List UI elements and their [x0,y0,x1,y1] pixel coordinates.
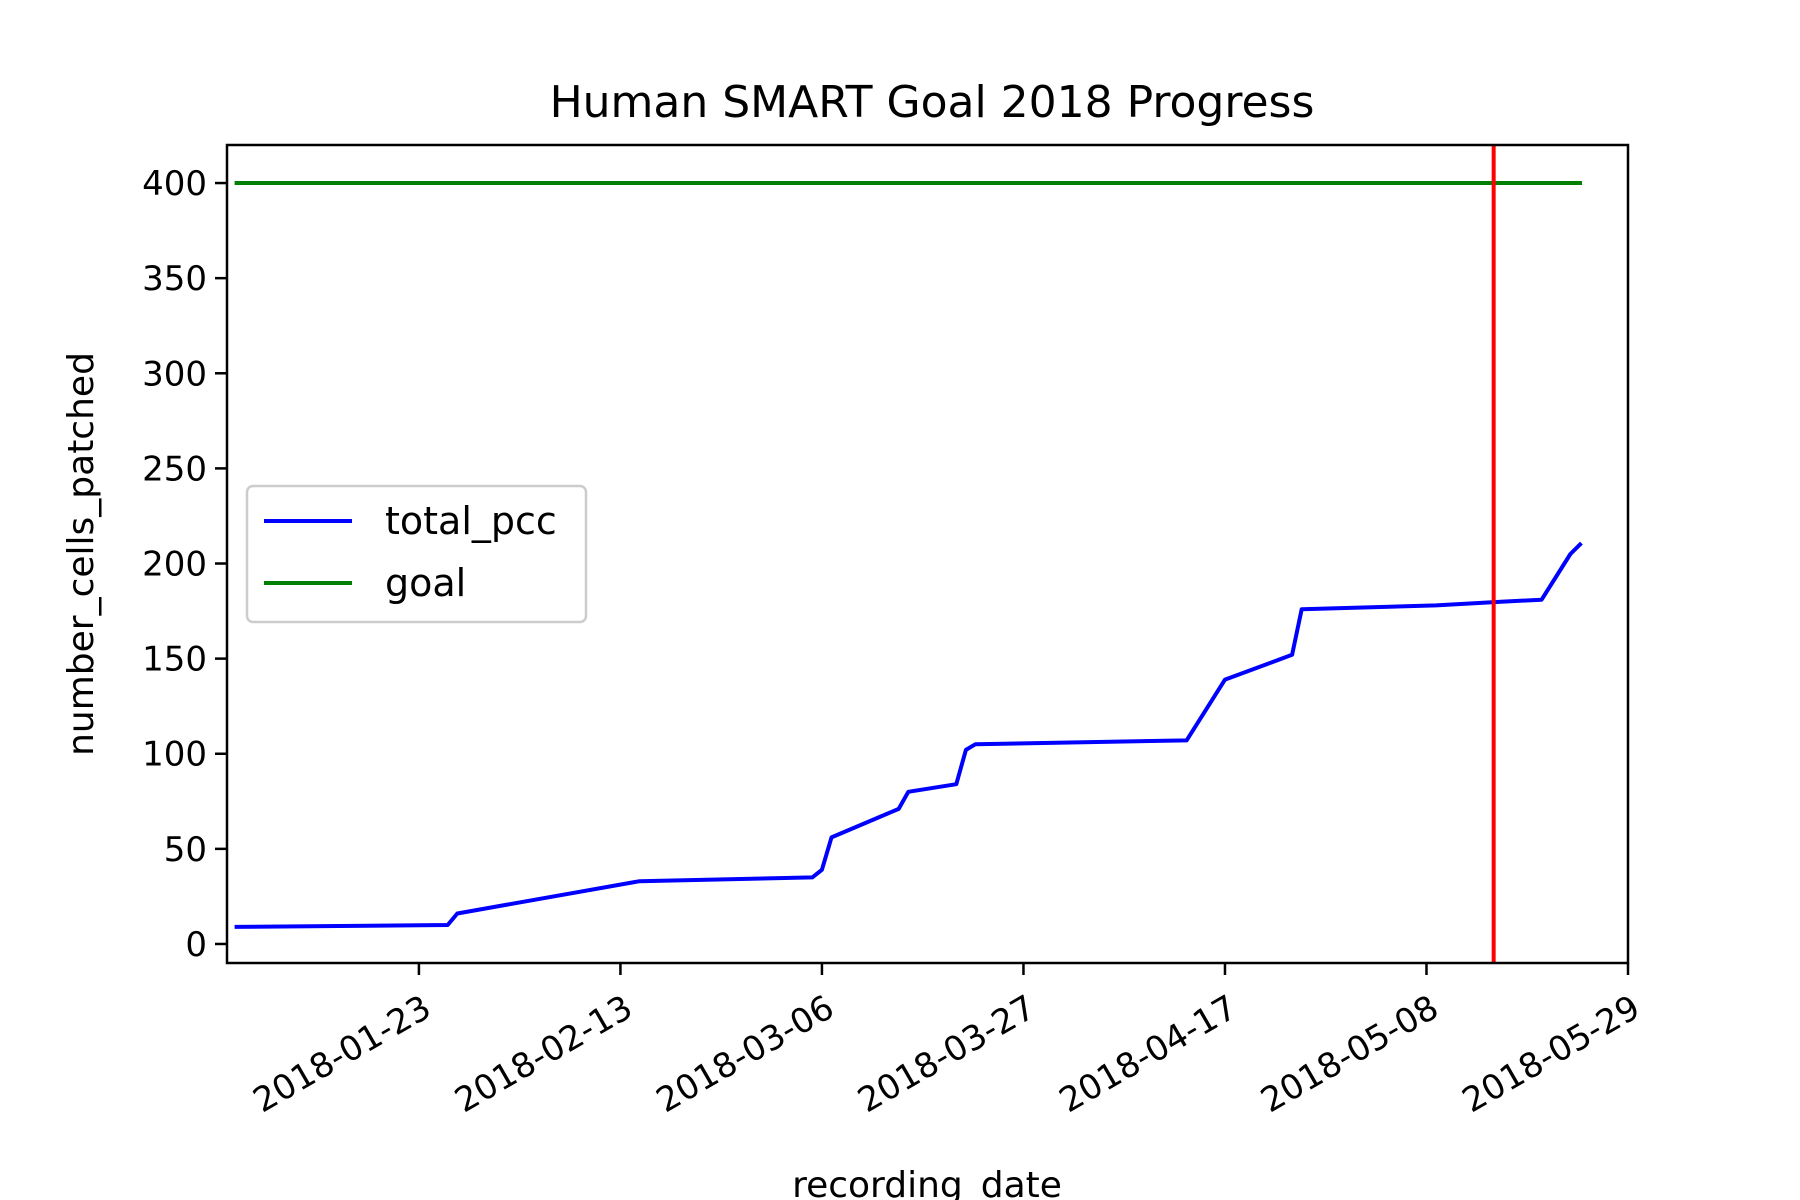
y-tick-label: 300 [142,354,207,394]
x-tick-label: 2018-05-29 [1456,988,1647,1121]
x-tick-label: 2018-01-23 [247,988,438,1121]
y-axis-label: number_cells_patched [61,352,102,756]
y-tick-label: 400 [142,164,207,204]
series-line-total-pcc [234,541,1583,929]
plot-frame [225,143,1630,965]
y-tick-label: 350 [142,259,207,299]
plot-area [234,145,1583,963]
y-tick-label: 200 [142,545,207,585]
x-tick-label: 2018-02-13 [448,988,639,1121]
x-axis: 2018-01-23 2018-02-13 2018-03-06 2018-03-27… [247,963,1647,1121]
x-tick-label: 2018-03-06 [650,988,841,1121]
chart-title: Human SMART Goal 2018 Progress [550,77,1315,128]
y-tick-label: 250 [142,449,207,489]
x-tick-label: 2018-04-17 [1053,988,1244,1121]
x-tick-label: 2018-05-08 [1254,988,1445,1121]
x-axis-label: recording_date [792,1165,1062,1200]
x-tick-label: 2018-03-27 [851,988,1042,1121]
y-tick-label: 50 [164,830,207,870]
y-tick-label: 0 [185,925,207,965]
y-axis: 0 50 100 150 200 250 300 350 400 [142,164,227,965]
legend-label-total-pcc: total_pcc [385,499,557,543]
y-tick-label: 150 [142,640,207,680]
plot-series-group [234,145,1583,963]
legend-label-goal: goal [385,561,466,605]
y-tick-label: 100 [142,735,207,775]
